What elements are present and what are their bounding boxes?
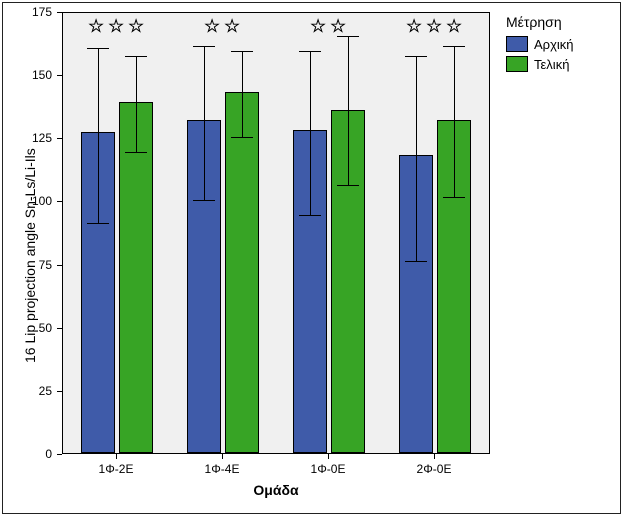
y-axis-title: 16 Lip projection angle Sn-Ls/Li-Ils — [22, 148, 38, 363]
significance-star-icon: ☆ — [330, 17, 346, 35]
chart-stage: ☆☆☆☆☆☆☆☆☆☆ 025507510012515017516 Lip pro… — [0, 0, 625, 518]
error-cap-bottom — [443, 197, 465, 198]
y-tick-label: 175 — [0, 5, 52, 19]
significance-star-icon: ☆ — [128, 17, 144, 35]
y-tick-label: 150 — [0, 68, 52, 82]
significance-star-icon: ☆ — [426, 17, 442, 35]
y-tick-mark — [57, 454, 62, 455]
significance-star-icon: ☆ — [88, 17, 104, 35]
x-axis-title: Ομάδα — [253, 482, 298, 498]
y-tick-mark — [57, 391, 62, 392]
error-cap-bottom — [125, 152, 147, 153]
x-tick-mark — [328, 454, 329, 459]
error-bar — [136, 56, 137, 152]
legend-label: Τελική — [534, 57, 569, 72]
error-bar — [454, 46, 455, 198]
error-bar — [310, 51, 311, 215]
error-bar — [242, 51, 243, 137]
error-cap-bottom — [337, 185, 359, 186]
bar-final — [225, 92, 259, 453]
error-cap-top — [299, 51, 321, 52]
significance-star-icon: ☆ — [224, 17, 240, 35]
significance-star-icon: ☆ — [310, 17, 326, 35]
legend-label: Αρχική — [534, 37, 574, 52]
error-cap-top — [87, 48, 109, 49]
error-cap-top — [405, 56, 427, 57]
x-tick-label: 1Φ-2Ε — [99, 462, 134, 476]
error-cap-bottom — [405, 261, 427, 262]
y-tick-mark — [57, 265, 62, 266]
error-cap-bottom — [231, 137, 253, 138]
legend-swatch-icon — [506, 36, 528, 52]
error-bar — [348, 36, 349, 185]
x-tick-label: 2Φ-0Ε — [417, 462, 452, 476]
y-tick-mark — [57, 138, 62, 139]
significance-star-icon: ☆ — [108, 17, 124, 35]
y-tick-mark — [57, 75, 62, 76]
legend-swatch-icon — [506, 56, 528, 72]
y-tick-label: 0 — [0, 447, 52, 461]
error-cap-bottom — [87, 223, 109, 224]
y-tick-mark — [57, 12, 62, 13]
error-cap-bottom — [193, 200, 215, 201]
plot-area: ☆☆☆☆☆☆☆☆☆☆ — [62, 12, 490, 454]
y-tick-label: 25 — [0, 384, 52, 398]
y-tick-mark — [57, 328, 62, 329]
significance-star-icon: ☆ — [406, 17, 422, 35]
significance-star-icon: ☆ — [446, 17, 462, 35]
significance-star-icon: ☆ — [204, 17, 220, 35]
y-tick-label: 125 — [0, 131, 52, 145]
error-cap-top — [193, 46, 215, 47]
error-cap-top — [125, 56, 147, 57]
error-cap-top — [231, 51, 253, 52]
error-cap-top — [337, 36, 359, 37]
x-tick-mark — [222, 454, 223, 459]
error-bar — [204, 46, 205, 200]
error-bar — [98, 48, 99, 222]
x-tick-mark — [434, 454, 435, 459]
x-tick-label: 1Φ-4Ε — [205, 462, 240, 476]
legend-item: Αρχική — [506, 36, 574, 52]
x-tick-label: 1Φ-0Ε — [311, 462, 346, 476]
error-cap-top — [443, 46, 465, 47]
x-tick-mark — [116, 454, 117, 459]
legend-title: Μέτρηση — [506, 14, 562, 30]
error-bar — [416, 56, 417, 261]
bar-final — [119, 102, 153, 453]
error-cap-bottom — [299, 215, 321, 216]
y-tick-mark — [57, 201, 62, 202]
legend-item: Τελική — [506, 56, 569, 72]
